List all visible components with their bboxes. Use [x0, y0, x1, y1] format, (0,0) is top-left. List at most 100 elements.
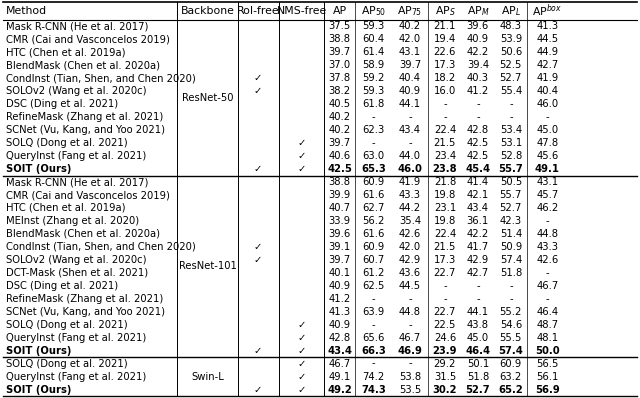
Text: 43.4: 43.4	[327, 345, 352, 356]
Text: 55.7: 55.7	[499, 164, 524, 174]
Text: AP$^{box}$: AP$^{box}$	[532, 3, 563, 19]
Text: 42.1: 42.1	[467, 190, 489, 200]
Text: -: -	[545, 294, 549, 304]
Text: ✓: ✓	[298, 384, 306, 394]
Text: 46.4: 46.4	[465, 345, 490, 356]
Text: 42.5: 42.5	[467, 151, 489, 161]
Text: 44.1: 44.1	[399, 99, 421, 109]
Text: -: -	[509, 294, 513, 304]
Text: 60.9: 60.9	[362, 242, 385, 252]
Text: 59.3: 59.3	[362, 21, 385, 31]
Text: 47.8: 47.8	[536, 138, 558, 148]
Text: 48.1: 48.1	[536, 333, 558, 343]
Text: 42.3: 42.3	[500, 216, 522, 226]
Text: 40.4: 40.4	[399, 73, 421, 83]
Text: 44.5: 44.5	[536, 35, 558, 45]
Text: 39.7: 39.7	[399, 60, 421, 70]
Text: 44.5: 44.5	[399, 281, 421, 291]
Text: Mask R-CNN (He et al. 2017): Mask R-CNN (He et al. 2017)	[6, 21, 148, 31]
Text: DCT-Mask (Shen et al. 2021): DCT-Mask (Shen et al. 2021)	[6, 268, 148, 278]
Text: 42.8: 42.8	[328, 333, 351, 343]
Text: 40.9: 40.9	[467, 35, 489, 45]
Text: 41.3: 41.3	[536, 21, 558, 31]
Text: 52.8: 52.8	[500, 151, 522, 161]
Text: 16.0: 16.0	[434, 86, 456, 96]
Text: 63.0: 63.0	[362, 151, 384, 161]
Text: -: -	[408, 112, 412, 122]
Text: 60.4: 60.4	[362, 35, 384, 45]
Text: -: -	[408, 138, 412, 148]
Text: 23.9: 23.9	[433, 345, 457, 356]
Text: HTC (Chen et al. 2019a): HTC (Chen et al. 2019a)	[6, 47, 125, 57]
Text: SOLQ (Dong et al. 2021): SOLQ (Dong et al. 2021)	[6, 320, 127, 330]
Text: 43.3: 43.3	[399, 190, 421, 200]
Text: 41.9: 41.9	[536, 73, 559, 83]
Text: 59.2: 59.2	[362, 73, 385, 83]
Text: 42.9: 42.9	[399, 255, 421, 265]
Text: 23.1: 23.1	[434, 203, 456, 213]
Text: 22.7: 22.7	[434, 268, 456, 278]
Text: 61.4: 61.4	[362, 47, 385, 57]
Text: -: -	[476, 281, 479, 291]
Text: -: -	[371, 112, 375, 122]
Text: NMS-free: NMS-free	[276, 6, 327, 16]
Text: RefineMask (Zhang et al. 2021): RefineMask (Zhang et al. 2021)	[6, 112, 163, 122]
Text: 35.4: 35.4	[399, 216, 421, 226]
Text: CMR (Cai and Vasconcelos 2019): CMR (Cai and Vasconcelos 2019)	[6, 190, 170, 200]
Text: SCNet (Vu, Kang, and Yoo 2021): SCNet (Vu, Kang, and Yoo 2021)	[6, 307, 165, 317]
Text: AP$_L$: AP$_L$	[501, 4, 521, 18]
Text: 57.4: 57.4	[499, 345, 524, 356]
Text: CMR (Cai and Vasconcelos 2019): CMR (Cai and Vasconcelos 2019)	[6, 35, 170, 45]
Text: 52.5: 52.5	[500, 60, 522, 70]
Text: SCNet (Vu, Kang, and Yoo 2021): SCNet (Vu, Kang, and Yoo 2021)	[6, 125, 165, 135]
Text: CondInst (Tian, Shen, and Chen 2020): CondInst (Tian, Shen, and Chen 2020)	[6, 73, 196, 83]
Text: 56.5: 56.5	[536, 359, 559, 369]
Text: 40.2: 40.2	[328, 112, 351, 122]
Text: 39.7: 39.7	[328, 47, 351, 57]
Text: 44.0: 44.0	[399, 151, 421, 161]
Text: ✓: ✓	[254, 73, 262, 83]
Text: ✓: ✓	[254, 242, 262, 252]
Text: 62.7: 62.7	[362, 203, 385, 213]
Text: ✓: ✓	[254, 164, 262, 174]
Text: 56.1: 56.1	[536, 372, 559, 382]
Text: -: -	[545, 216, 549, 226]
Text: 60.9: 60.9	[362, 177, 385, 187]
Text: SOIT (Ours): SOIT (Ours)	[6, 384, 72, 394]
Text: ✓: ✓	[254, 384, 262, 394]
Text: 62.5: 62.5	[362, 281, 385, 291]
Text: 19.4: 19.4	[434, 35, 456, 45]
Text: 39.4: 39.4	[467, 60, 489, 70]
Text: 46.4: 46.4	[536, 307, 558, 317]
Text: 46.7: 46.7	[328, 359, 351, 369]
Text: 46.2: 46.2	[536, 203, 559, 213]
Text: 46.0: 46.0	[397, 164, 422, 174]
Text: 39.6: 39.6	[328, 229, 351, 239]
Text: 22.6: 22.6	[434, 47, 456, 57]
Text: 62.3: 62.3	[362, 125, 385, 135]
Text: 42.9: 42.9	[467, 255, 489, 265]
Text: ✓: ✓	[298, 138, 306, 148]
Text: 21.8: 21.8	[434, 177, 456, 187]
Text: 66.3: 66.3	[361, 345, 386, 356]
Text: 42.6: 42.6	[399, 229, 421, 239]
Text: DSC (Ding et al. 2021): DSC (Ding et al. 2021)	[6, 99, 118, 109]
Text: 44.8: 44.8	[536, 229, 558, 239]
Text: 31.5: 31.5	[434, 372, 456, 382]
Text: 43.4: 43.4	[467, 203, 489, 213]
Text: 43.1: 43.1	[399, 47, 421, 57]
Text: BlendMask (Chen et al. 2020a): BlendMask (Chen et al. 2020a)	[6, 60, 160, 70]
Text: 40.7: 40.7	[328, 203, 351, 213]
Text: 53.5: 53.5	[399, 384, 421, 394]
Text: 61.6: 61.6	[362, 190, 385, 200]
Text: 54.6: 54.6	[500, 320, 522, 330]
Text: 22.4: 22.4	[434, 229, 456, 239]
Text: 45.7: 45.7	[536, 190, 559, 200]
Text: 41.2: 41.2	[467, 86, 489, 96]
Text: 49.1: 49.1	[535, 164, 560, 174]
Text: SOLOv2 (Wang et al. 2020c): SOLOv2 (Wang et al. 2020c)	[6, 255, 147, 265]
Text: 40.9: 40.9	[399, 86, 421, 96]
Text: 22.5: 22.5	[434, 320, 456, 330]
Text: 59.3: 59.3	[362, 86, 385, 96]
Text: SOLOv2 (Wang et al. 2020c): SOLOv2 (Wang et al. 2020c)	[6, 86, 147, 96]
